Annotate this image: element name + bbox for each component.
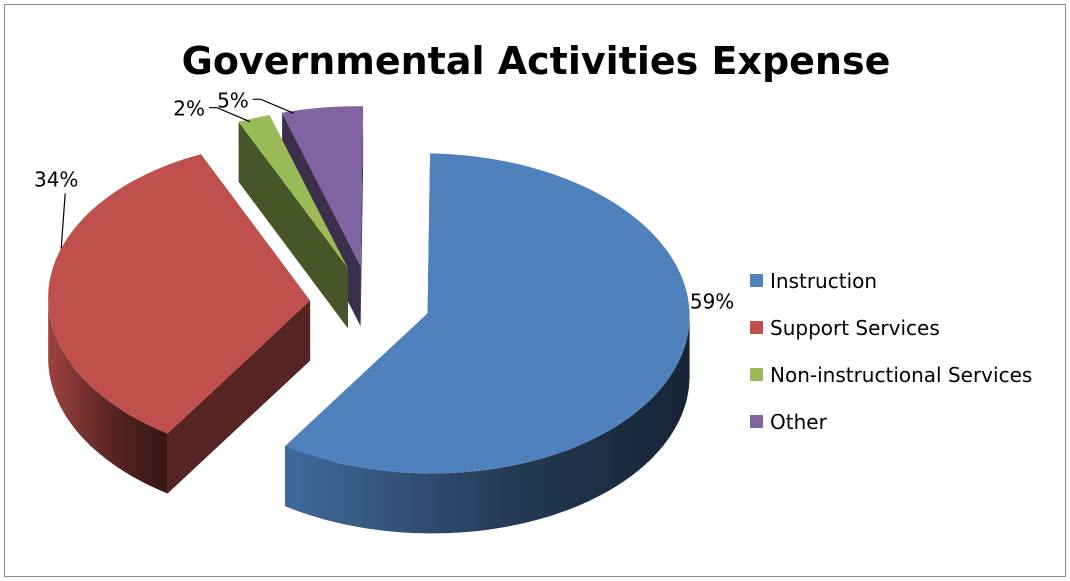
legend: Instruction Support Services Non-instructi… [750,257,1032,445]
pie-slice-non-instructional-services [238,115,348,269]
data-label: 5% [217,88,249,112]
slice-edge-non-instructional-services [238,121,348,329]
pie-leaders [60,98,295,249]
pie-slice-support-services [48,154,311,434]
slice-wall-support-services [48,296,168,494]
pie-labels: 59% 34% 2% 5% [34,88,734,313]
slice-edge-other [360,106,364,327]
legend-item: Instruction [750,257,1032,304]
legend-swatch [750,321,763,334]
legend-item: Other [750,398,1032,445]
pie-tops [48,106,690,474]
legend-swatch [750,368,763,381]
slice-wall-instruction [285,317,690,534]
pie-slice-instruction [285,153,690,474]
legend-item: Support Services [750,304,1032,351]
legend-swatch [750,415,763,428]
slice-edge-support-services [167,300,311,494]
chart-area: Governmental Activities Expense 59% 34% 2%… [4,4,1066,577]
legend-item: Non-instructional Services [750,351,1032,398]
data-label: 2% [173,97,205,121]
leader-line [209,107,251,123]
leader-line [252,98,295,114]
legend-label: Other [770,409,827,434]
legend-label: Non-instructional Services [770,362,1033,387]
chart-title: Governmental Activities Expense [181,39,891,83]
legend-swatch [750,274,763,287]
legend-label: Instruction [770,268,878,293]
data-label: 59% [690,290,734,314]
pie-slice-other [282,106,364,267]
leader-line [60,193,66,249]
legend-label: Support Services [770,315,940,340]
data-label: 34% [34,167,78,191]
pie-chart: 59% 34% 2% 5% [34,88,734,534]
